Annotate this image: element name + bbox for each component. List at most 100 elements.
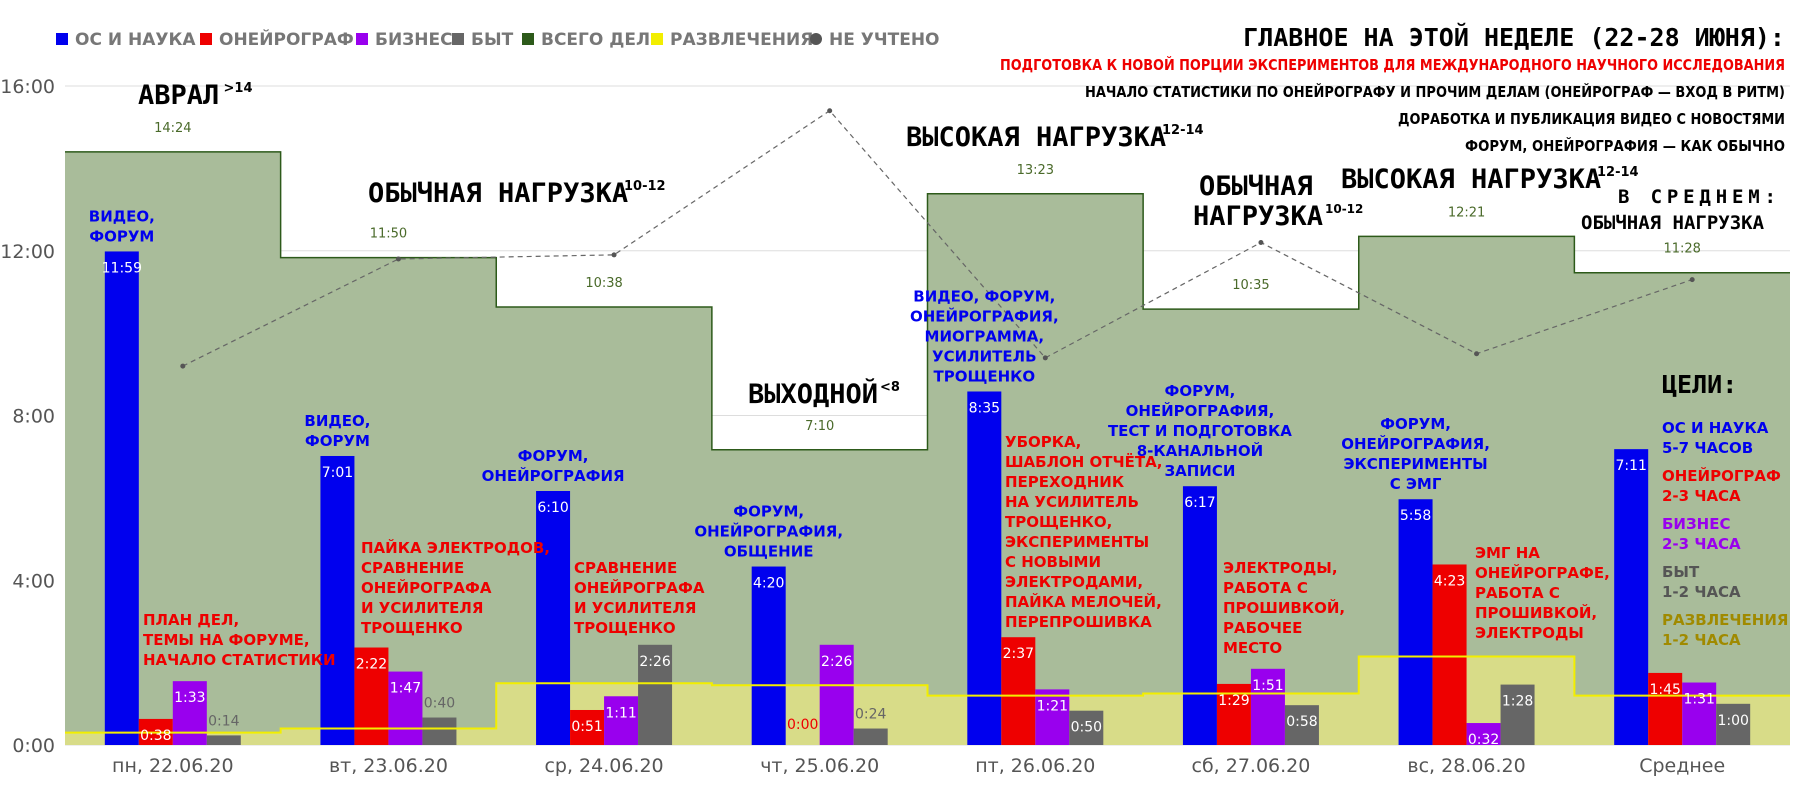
headline-title: ГЛАВНОЕ НА ЭТОЙ НЕДЕЛЕ (22-28 ИЮНЯ): xyxy=(1243,23,1785,52)
oneiro-note: УБОРКА, xyxy=(1005,433,1081,451)
headline-line: ДОРАБОТКА И ПУБЛИКАЦИЯ ВИДЕО С НОВОСТЯМИ xyxy=(1398,110,1785,128)
y-tick-label: 0:00 xyxy=(12,735,55,757)
life-bar xyxy=(1284,705,1319,745)
oneiro-value-label: 0:51 xyxy=(571,719,602,735)
untracked-point xyxy=(1474,351,1480,357)
business-bar xyxy=(1250,668,1285,745)
goal-range: 1-2 ЧАСА xyxy=(1662,583,1741,601)
x-tick-label: пн, 22.06.20 xyxy=(112,755,234,777)
oneiro-bar xyxy=(570,709,605,745)
x-tick-label: пт, 26.06.20 xyxy=(975,755,1095,777)
oneiro-bar xyxy=(1648,672,1683,745)
life-value-label: 0:40 xyxy=(424,696,455,712)
science-note: 8-КАНАЛЬНОЙ xyxy=(1137,441,1263,460)
oneiro-note: ОНЕЙРОГРАФА xyxy=(361,578,492,597)
x-tick-label: ср, 24.06.20 xyxy=(544,755,663,777)
y-tick-label: 4:00 xyxy=(12,570,55,592)
science-note: ТРОЩЕНКО xyxy=(933,367,1035,385)
oneiro-value-label: 0:00 xyxy=(787,717,818,733)
total-value-label: 11:28 xyxy=(1663,242,1700,257)
bars xyxy=(104,251,1751,745)
load-sup: 10-12 xyxy=(624,179,666,194)
load-label: АВРАЛ xyxy=(138,80,219,111)
legend-swatch xyxy=(810,33,822,45)
legend-label: БИЗНЕС xyxy=(375,30,453,50)
science-value-label: 6:10 xyxy=(537,500,568,516)
legend-label: НЕ УЧТЕНО xyxy=(829,30,940,50)
legend-swatch xyxy=(200,33,212,45)
life-bar xyxy=(853,728,888,745)
oneiro-value-label: 0:38 xyxy=(140,728,171,744)
science-value-label: 4:20 xyxy=(753,576,784,592)
business-bar xyxy=(604,696,639,745)
life-value-label: 0:58 xyxy=(1286,714,1317,730)
science-note: ФОРУМ xyxy=(89,227,154,245)
business-value-label: 1:51 xyxy=(1252,678,1283,694)
headline-line: ПОДГОТОВКА К НОВОЙ ПОРЦИИ ЭКСПЕРИМЕНТОВ … xyxy=(1000,55,1785,74)
business-value-label: 0:32 xyxy=(1468,732,1499,748)
untracked-point xyxy=(180,363,186,369)
science-bar xyxy=(1398,499,1433,745)
science-note: ФОРУМ, xyxy=(733,503,804,521)
science-note: ОНЕЙРОГРАФИЯ, xyxy=(910,306,1059,325)
science-note: ФОРУМ, xyxy=(518,447,589,465)
load-sup: 10-12 xyxy=(1325,202,1363,216)
business-bar xyxy=(1682,682,1717,745)
total-value-label: 7:10 xyxy=(805,419,834,434)
science-value-label: 11:59 xyxy=(102,260,142,276)
oneiro-value-label: 2:37 xyxy=(1003,646,1034,662)
life-bar xyxy=(422,717,457,745)
science-value-label: 7:01 xyxy=(322,465,353,481)
load-sup: <8 xyxy=(880,380,900,395)
total-line xyxy=(65,151,1790,451)
legend-swatch xyxy=(651,33,663,45)
goal-range: 5-7 ЧАСОВ xyxy=(1662,439,1753,457)
oneiro-note: ПЕРЕХОДНИК xyxy=(1005,473,1125,491)
oneiro-note: РАБОТА С xyxy=(1223,579,1308,597)
life-bar xyxy=(1716,703,1751,745)
life-bar xyxy=(638,644,673,745)
science-note: ОНЕЙРОГРАФИЯ, xyxy=(694,522,843,541)
oneiro-note: ТРОЩЕНКО xyxy=(574,619,676,637)
business-bar xyxy=(172,681,207,745)
oneiro-bar xyxy=(1432,564,1467,745)
oneiro-value-label: 4:23 xyxy=(1434,573,1465,589)
oneiro-note: ПАЙКА МЕЛОЧЕЙ, xyxy=(1005,592,1162,611)
goal-name: БЫТ xyxy=(1662,563,1700,581)
y-tick-label: 12:00 xyxy=(0,241,55,263)
science-note: ТЕСТ И ПОДГОТОВКА xyxy=(1108,422,1292,440)
total-value-label: 12:21 xyxy=(1448,205,1485,220)
oneiro-note: ОНЕЙРОГРАФА xyxy=(574,578,705,597)
science-note: ВИДЕО, xyxy=(89,207,155,225)
science-value-label: 5:58 xyxy=(1400,508,1431,524)
science-note: С ЭМГ xyxy=(1390,475,1442,493)
legend-label: ОНЕЙРОГРАФ xyxy=(219,28,354,50)
science-bar xyxy=(967,391,1002,745)
goal-name: ОС И НАУКА xyxy=(1662,419,1769,437)
business-bar xyxy=(388,671,423,745)
science-note: ОНЕЙРОГРАФИЯ xyxy=(482,466,625,485)
fun-line xyxy=(65,655,1790,734)
oneiro-note: РАБОТА С xyxy=(1475,584,1560,602)
science-note: ОНЕЙРОГРАФИЯ, xyxy=(1341,434,1490,453)
load-label-line2: НАГРУЗКА xyxy=(1193,201,1323,232)
science-note: ВИДЕО, xyxy=(304,412,370,430)
legend: ОС И НАУКА ОНЕЙРОГРАФ БИЗНЕС БЫТ ВСЕГО ДЕЛ РА… xyxy=(56,28,940,50)
load-label: ОБЫЧНАЯ xyxy=(1199,171,1313,202)
business-value-label: 2:26 xyxy=(821,654,853,670)
legend-label: ВСЕГО ДЕЛ xyxy=(541,30,650,50)
oneiro-note: НА УСИЛИТЕЛЬ xyxy=(1005,493,1139,511)
oneiro-note: ТРОЩЕНКО, xyxy=(1005,513,1112,531)
science-note: ОНЕЙРОГРАФИЯ, xyxy=(1126,401,1275,420)
science-value-label: 8:35 xyxy=(969,400,1000,416)
science-note: ОБЩЕНИЕ xyxy=(724,543,814,561)
science-bar xyxy=(1182,486,1217,745)
oneiro-note: СРАВНЕНИЕ xyxy=(361,559,464,577)
goals-title: ЦЕЛИ: xyxy=(1662,370,1737,399)
business-value-label: 1:11 xyxy=(605,705,636,721)
load-label: В СРЕДНЕМ: xyxy=(1618,186,1776,208)
legend-label: РАЗВЛЕЧЕНИЯ xyxy=(670,30,813,50)
load-label: ВЫСОКАЯ НАГРУЗКА xyxy=(906,122,1166,153)
total-value-label: 10:38 xyxy=(585,276,622,291)
total-value-label: 14:24 xyxy=(154,121,191,136)
